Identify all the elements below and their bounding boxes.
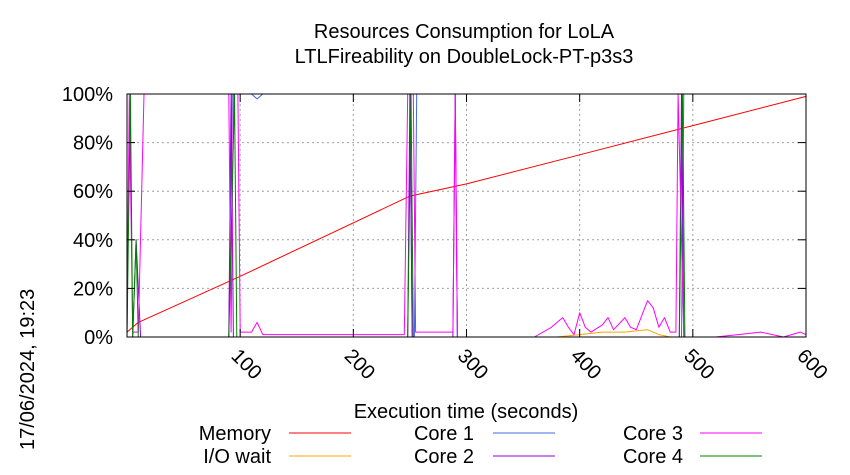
y-axis: 0% 20% 40% 60% 80% 100%	[62, 84, 806, 349]
y-tick-label: 0%	[84, 327, 113, 349]
x-tick-label: 200	[340, 345, 379, 384]
grid	[127, 94, 806, 337]
x-tick-label: 400	[566, 345, 605, 384]
legend-label: Core 3	[623, 423, 683, 445]
y-tick-label: 20%	[73, 278, 113, 300]
x-tick-label: 500	[679, 345, 718, 384]
legend-label: I/O wait	[203, 446, 271, 468]
series-line-core-3	[126, 93, 807, 338]
x-tick-label: 600	[792, 345, 831, 384]
y-tick-label: 60%	[73, 181, 113, 203]
legend-label: Core 2	[414, 446, 474, 468]
x-axis: 100 200 300 400 500 600	[227, 94, 832, 384]
x-tick-label: 100	[227, 345, 266, 384]
legend-label: Core 4	[623, 446, 683, 468]
chart-title: Resources Consumption for LoLA	[314, 21, 615, 43]
timestamp-label: 17/06/2024, 19:23	[17, 289, 39, 450]
x-axis-label: Execution time (seconds)	[354, 401, 579, 423]
series-line-memory	[126, 95, 807, 333]
y-tick-label: 80%	[73, 133, 113, 155]
chart-subtitle: LTLFireability on DoubleLock-PT-p3s3	[295, 46, 634, 68]
y-tick-label: 100%	[62, 84, 113, 106]
legend-label: Core 1	[414, 423, 474, 445]
y-tick-label: 40%	[73, 230, 113, 252]
legend-label: Memory	[199, 423, 271, 445]
x-tick-label: 300	[453, 345, 492, 384]
